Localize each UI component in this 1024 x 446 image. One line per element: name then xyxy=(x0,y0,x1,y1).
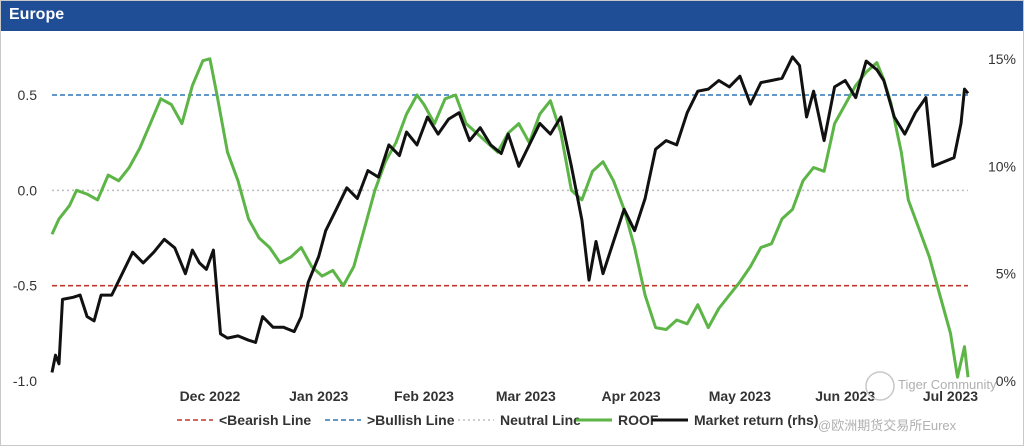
legend-bearish-label: <Bearish Line xyxy=(219,412,311,428)
y-right-tick-label: 5% xyxy=(996,266,1016,282)
watermark-line1: Tiger Community xyxy=(898,377,997,392)
x-tick-label: Jul 2023 xyxy=(923,388,978,404)
x-tick-label: Apr 2023 xyxy=(602,388,661,404)
legend-roof-label: ROOF xyxy=(618,412,659,428)
legend-market-return-label: Market return (rhs) xyxy=(694,412,818,428)
y-left-tick-label: 0.0 xyxy=(18,182,38,198)
y-right-tick-label: 15% xyxy=(988,51,1016,67)
roof-series-line xyxy=(50,57,970,379)
x-tick-label: Jan 2023 xyxy=(289,388,348,404)
y-right-tick-label: 10% xyxy=(988,158,1016,174)
y-right-tick-label: 0% xyxy=(996,373,1016,389)
watermark: Tiger Community @欧洲期货交易所Eurex xyxy=(818,371,997,433)
market-return-series-line xyxy=(50,55,970,373)
title-bar: Europe xyxy=(1,1,1023,31)
legend-neutral-label: Neutral Line xyxy=(500,412,581,428)
y-left-tick-label: -0.5 xyxy=(13,278,37,294)
y-left-tick-label: -1.0 xyxy=(13,373,37,389)
watermark-logo-icon xyxy=(865,371,895,401)
x-tick-label: Jun 2023 xyxy=(815,388,875,404)
x-tick-label: May 2023 xyxy=(709,388,771,404)
y-left-tick-label: 0.5 xyxy=(18,87,38,103)
x-tick-label: Feb 2023 xyxy=(394,388,454,404)
x-tick-label: Mar 2023 xyxy=(496,388,556,404)
watermark-line2: @欧洲期货交易所Eurex xyxy=(818,418,957,433)
chart-title: Europe xyxy=(9,6,65,23)
legend-bullish-label: >Bullish Line xyxy=(367,412,455,428)
x-tick-label: Dec 2022 xyxy=(180,388,241,404)
